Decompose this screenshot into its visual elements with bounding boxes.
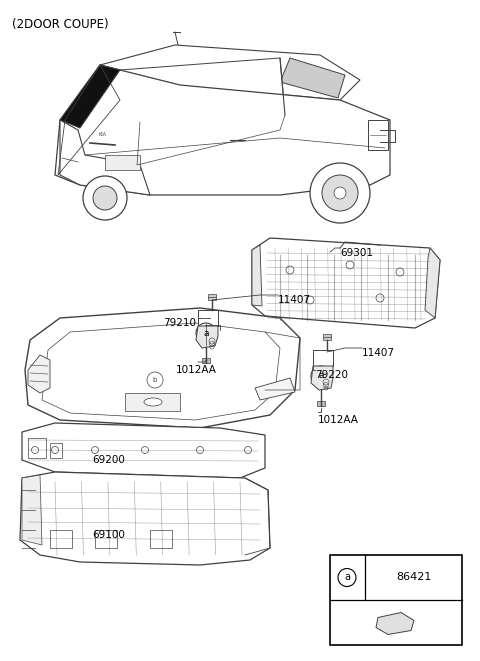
Text: KIA: KIA xyxy=(99,132,107,137)
Text: 1012AA: 1012AA xyxy=(318,415,359,425)
Polygon shape xyxy=(100,45,360,100)
Polygon shape xyxy=(252,245,262,306)
Text: 1012AA: 1012AA xyxy=(176,365,217,375)
Text: 69200: 69200 xyxy=(92,455,125,465)
Ellipse shape xyxy=(144,398,162,406)
Circle shape xyxy=(334,187,346,199)
Circle shape xyxy=(338,568,356,586)
Circle shape xyxy=(196,323,216,343)
Text: a: a xyxy=(318,371,324,381)
Circle shape xyxy=(244,446,252,453)
Circle shape xyxy=(32,446,38,453)
Bar xyxy=(105,155,140,170)
Circle shape xyxy=(93,186,117,210)
Polygon shape xyxy=(280,58,345,98)
Polygon shape xyxy=(255,378,295,400)
Circle shape xyxy=(396,268,404,276)
Circle shape xyxy=(286,266,294,274)
Polygon shape xyxy=(120,58,285,122)
Bar xyxy=(50,530,72,548)
Circle shape xyxy=(142,446,148,453)
Circle shape xyxy=(306,296,314,304)
Bar xyxy=(50,443,62,458)
Circle shape xyxy=(322,175,358,211)
Text: 79220: 79220 xyxy=(315,370,348,380)
Polygon shape xyxy=(20,472,270,565)
Circle shape xyxy=(147,372,163,388)
Circle shape xyxy=(346,261,354,269)
Text: b: b xyxy=(153,377,157,383)
Text: 69100: 69100 xyxy=(92,530,125,540)
Bar xyxy=(28,438,46,458)
Polygon shape xyxy=(55,65,390,195)
Polygon shape xyxy=(42,323,280,420)
Polygon shape xyxy=(196,326,218,348)
Bar xyxy=(323,334,331,340)
Bar xyxy=(125,393,180,411)
Polygon shape xyxy=(22,475,42,545)
Circle shape xyxy=(376,294,384,302)
Text: 11407: 11407 xyxy=(362,348,395,358)
Polygon shape xyxy=(376,613,414,635)
Circle shape xyxy=(92,446,98,453)
Text: (2DOOR COUPE): (2DOOR COUPE) xyxy=(12,18,108,31)
Circle shape xyxy=(310,163,370,223)
Bar xyxy=(368,120,388,150)
Text: 11407: 11407 xyxy=(278,295,311,305)
Circle shape xyxy=(83,176,127,220)
Text: 86421: 86421 xyxy=(396,572,431,582)
Polygon shape xyxy=(60,65,120,128)
Polygon shape xyxy=(252,238,440,328)
Circle shape xyxy=(51,446,59,453)
Polygon shape xyxy=(60,120,150,195)
Bar xyxy=(202,358,210,363)
Circle shape xyxy=(311,366,331,386)
Polygon shape xyxy=(425,248,440,318)
Text: 69301: 69301 xyxy=(340,248,373,258)
Text: 79210: 79210 xyxy=(163,318,196,328)
Polygon shape xyxy=(313,350,333,366)
Text: a: a xyxy=(344,572,350,582)
Polygon shape xyxy=(22,423,265,478)
Bar xyxy=(208,294,216,300)
Bar xyxy=(330,555,462,645)
Polygon shape xyxy=(28,355,50,393)
Text: a: a xyxy=(203,329,209,338)
Bar xyxy=(317,401,325,406)
Polygon shape xyxy=(198,310,218,326)
Bar xyxy=(150,530,172,548)
Bar xyxy=(95,530,117,548)
Polygon shape xyxy=(311,366,333,390)
Polygon shape xyxy=(25,308,300,428)
Circle shape xyxy=(196,446,204,453)
